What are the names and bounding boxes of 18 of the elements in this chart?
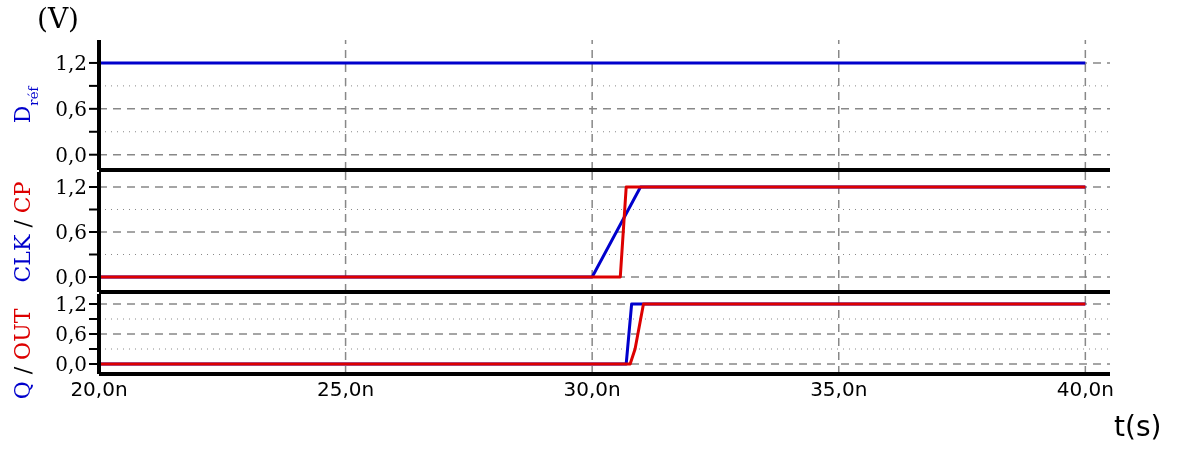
y-tick-label: 1,2: [55, 292, 87, 317]
y-tick-label: 0,0: [55, 352, 87, 377]
text: (V): [36, 2, 80, 35]
x-axis-title: t(s): [1114, 410, 1162, 443]
y-tick-label: 1,2: [55, 175, 87, 200]
x-tick-label: 30,0n: [563, 377, 621, 402]
x-tick-label: 20,0n: [70, 377, 128, 402]
y-axis-title: CLK / CP: [10, 181, 35, 283]
y-tick-label: 1,2: [55, 51, 87, 76]
y-tick-label: 0,0: [55, 142, 87, 167]
x-tick-label: 40,0n: [1056, 377, 1114, 402]
y-tick-label: 0,6: [55, 96, 87, 121]
x-tick-label: 25,0n: [316, 377, 375, 402]
x-tick-label: 35,0n: [810, 377, 868, 402]
y-tick-label: 0,0: [55, 265, 87, 290]
y-axis-title: Q / OUT: [10, 308, 35, 400]
y-tick-label: 0,6: [55, 322, 87, 347]
y-tick-label: 0,6: [55, 220, 87, 245]
